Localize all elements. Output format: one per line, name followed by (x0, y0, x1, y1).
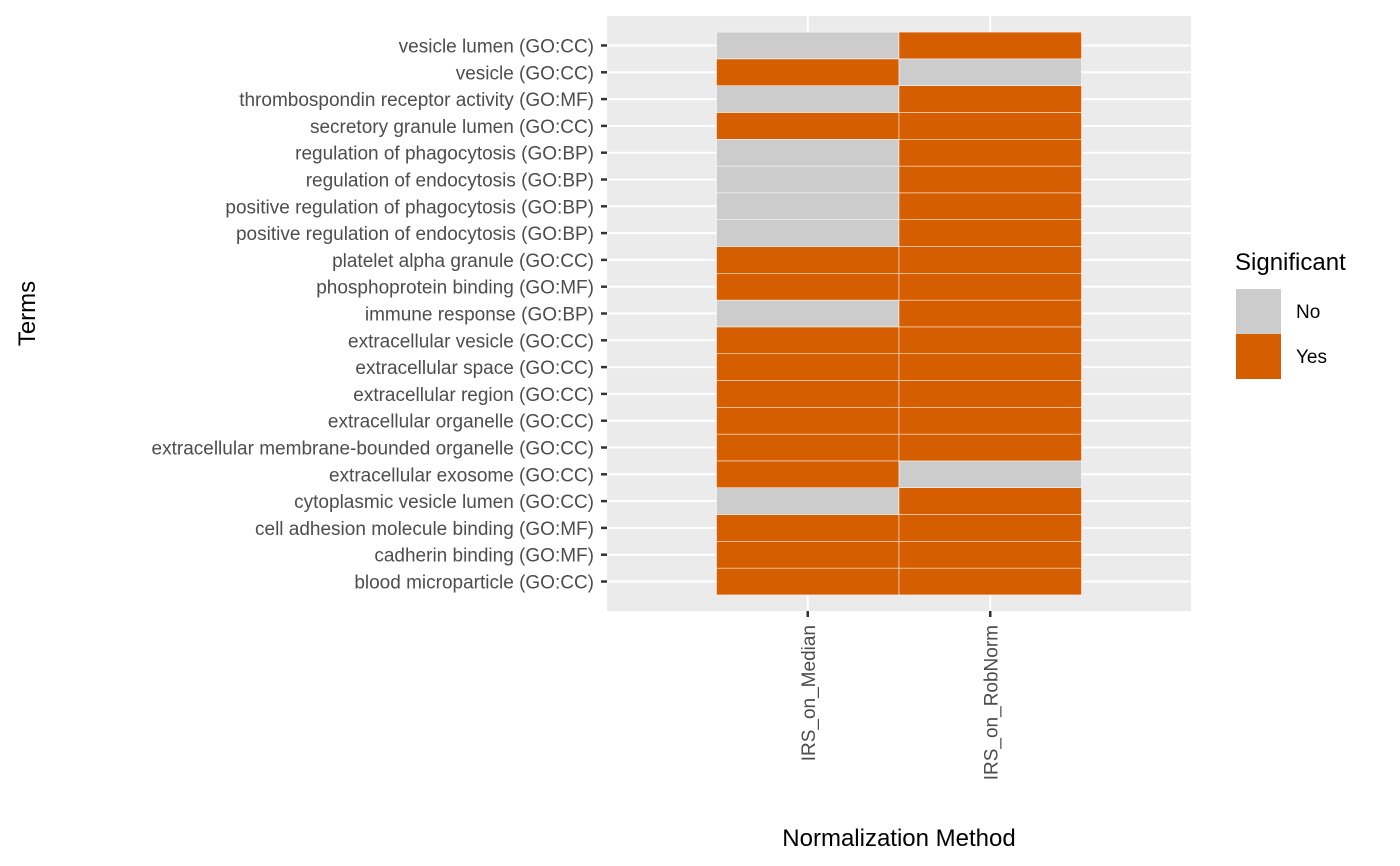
heatmap-cell (898, 219, 1082, 247)
y-axis: blood microparticle (GO:CC) cadherin bind… (152, 36, 607, 594)
heatmap-cell (716, 514, 900, 542)
y-tick-label: regulation of endocytosis (GO:BP) (306, 170, 594, 191)
y-axis-title: Terms (14, 281, 41, 346)
heatmap-cell (898, 514, 1082, 542)
y-tick-label: positive regulation of phagocytosis (GO:… (225, 197, 594, 218)
heatmap-cell (898, 246, 1082, 274)
heatmap-cell (716, 31, 900, 60)
y-tick-label: cytoplasmic vesicle lumen (GO:CC) (294, 492, 594, 513)
heatmap-cell (716, 85, 900, 113)
heatmap-cell (898, 433, 1082, 462)
heatmap-cell (716, 273, 900, 301)
heatmap-cell (898, 165, 1082, 194)
heatmap-cell (898, 112, 1082, 140)
x-tick-label: IRS_on_Median (799, 625, 820, 761)
heatmap-cell (716, 299, 900, 328)
heatmap-cell (898, 326, 1082, 354)
x-axis-title: Normalization Method (782, 825, 1015, 852)
y-tick-label: phosphoprotein binding (GO:MF) (316, 278, 594, 299)
heatmap-cell (716, 460, 900, 488)
legend-title: Significant (1235, 249, 1346, 276)
heatmap-cell (898, 541, 1082, 569)
heatmap-cell (716, 326, 900, 354)
y-tick-label: extracellular exosome (GO:CC) (329, 465, 594, 486)
y-tick-label: vesicle lumen (GO:CC) (399, 36, 594, 57)
y-tick-label: extracellular organelle (GO:CC) (328, 412, 594, 433)
heatmap-cell (898, 85, 1082, 113)
x-axis: IRS_on_Median IRS_on_RobNorm (799, 611, 1002, 780)
heatmap-cell (716, 433, 900, 462)
y-tick-label: extracellular membrane-bounded organelle… (152, 439, 594, 460)
y-tick-label: immune response (GO:BP) (365, 305, 594, 326)
heatmap-cell (898, 567, 1082, 596)
heatmap-cell (716, 541, 900, 569)
x-tick-label: IRS_on_RobNorm (981, 625, 1002, 780)
heatmap-cell (898, 353, 1082, 381)
legend: Significant No Yes (1235, 249, 1346, 379)
legend-key (1236, 289, 1281, 334)
heatmap-cell (898, 31, 1082, 60)
y-tick-label: positive regulation of endocytosis (GO:B… (236, 224, 594, 245)
y-tick-label: platelet alpha granule (GO:CC) (332, 251, 594, 272)
heatmap-cell (716, 165, 900, 194)
heatmap-cells (716, 31, 1082, 596)
heatmap-cell (898, 380, 1082, 408)
y-tick-label: regulation of phagocytosis (GO:BP) (295, 144, 594, 165)
heatmap-cell (716, 139, 900, 167)
y-tick-label: extracellular region (GO:CC) (353, 385, 594, 406)
heatmap-cell (898, 299, 1082, 328)
y-tick-label: cadherin binding (GO:MF) (374, 546, 594, 567)
heatmap-cell (716, 567, 900, 596)
y-tick-label: thrombospondin receptor activity (GO:MF) (239, 90, 594, 111)
heatmap-cell (716, 380, 900, 408)
heatmap-cell (716, 246, 900, 274)
heatmap-cell (716, 219, 900, 247)
heatmap-cell (716, 487, 900, 515)
y-tick-label: cell adhesion molecule binding (GO:MF) (255, 519, 594, 540)
heatmap-cell (898, 487, 1082, 515)
heatmap-cell (716, 58, 900, 86)
heatmap-cell (898, 192, 1082, 220)
legend-label: No (1296, 302, 1320, 323)
heatmap-cell (898, 139, 1082, 167)
heatmap-cell (898, 460, 1082, 488)
y-tick-label: vesicle (GO:CC) (456, 63, 594, 84)
y-tick-label: extracellular space (GO:CC) (355, 358, 594, 379)
heatmap-cell (716, 112, 900, 140)
heatmap-cell (898, 407, 1082, 435)
legend-label: Yes (1296, 347, 1327, 368)
y-tick-label: blood microparticle (GO:CC) (354, 573, 594, 594)
legend-key (1236, 334, 1281, 379)
heatmap-cell (716, 192, 900, 220)
heatmap-cell (898, 273, 1082, 301)
heatmap-cell (898, 58, 1082, 86)
y-tick-label: secretory granule lumen (GO:CC) (310, 117, 594, 138)
heatmap-cell (716, 353, 900, 381)
heatmap-cell (716, 407, 900, 435)
y-tick-label: extracellular vesicle (GO:CC) (348, 331, 594, 352)
